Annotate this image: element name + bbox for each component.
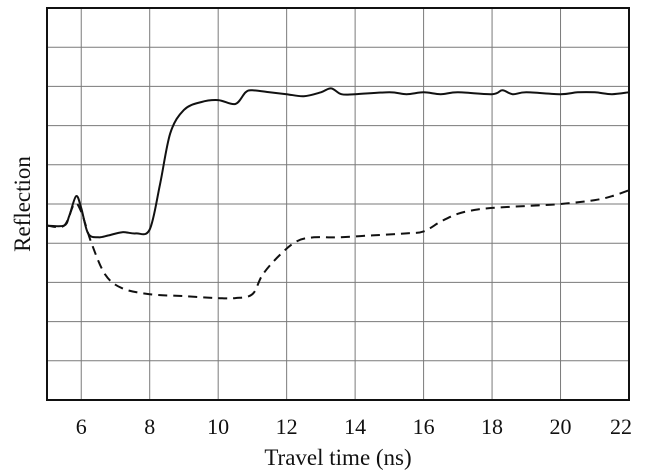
x-tick-label: 18 <box>481 414 503 439</box>
x-tick-label: 16 <box>413 414 435 439</box>
x-tick-label: 10 <box>207 414 229 439</box>
x-tick-labels: 6 8 10 12 14 16 18 20 22 <box>76 414 632 439</box>
grid <box>46 8 630 400</box>
series-layer <box>46 87 630 300</box>
x-tick-label: 20 <box>550 414 572 439</box>
x-tick-label: 6 <box>76 414 87 439</box>
y-axis-label: Reflection <box>10 156 35 252</box>
x-tick-label: 22 <box>610 414 632 439</box>
x-tick-label: 8 <box>144 414 155 439</box>
plot-frame <box>46 7 630 401</box>
dashed-series-line <box>46 189 630 300</box>
x-tick-label: 14 <box>344 414 366 439</box>
solid-series-line <box>46 87 630 239</box>
x-axis-label: Travel time (ns) <box>264 445 411 470</box>
x-tick-label: 12 <box>276 414 298 439</box>
